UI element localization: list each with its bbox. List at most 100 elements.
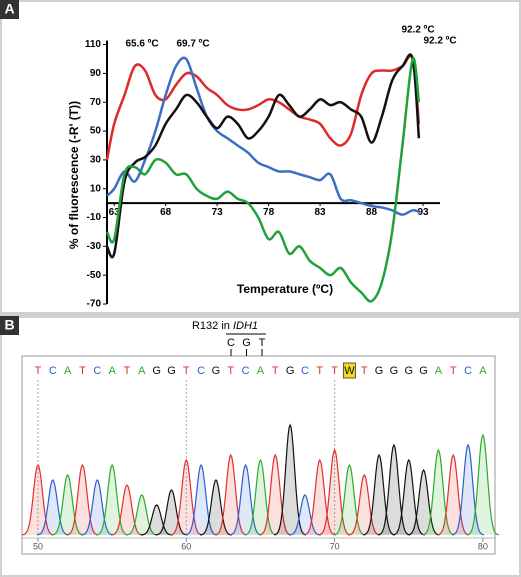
- peak: [259, 453, 292, 536]
- base-call: A: [435, 365, 443, 377]
- annotation: 92.2 ºC: [401, 25, 434, 36]
- y-axis-label: % of fluorescence (-R' (T)): [67, 101, 81, 249]
- peak: [437, 453, 470, 536]
- base-call: A: [138, 365, 146, 377]
- base-call: T: [227, 365, 234, 377]
- y-tick-label: -10: [87, 212, 102, 223]
- base-call: T: [331, 365, 338, 377]
- peak: [407, 468, 440, 536]
- base-call: T: [35, 365, 42, 377]
- codon-base: C: [227, 337, 235, 349]
- base-call: A: [479, 365, 487, 377]
- peak: [214, 453, 247, 536]
- base-call: W: [344, 365, 355, 377]
- base-call: G: [152, 365, 161, 377]
- base-call: T: [79, 365, 86, 377]
- peak: [155, 489, 188, 536]
- panel-b-badge: [0, 316, 19, 335]
- y-tick-label: 30: [90, 155, 102, 166]
- codon-base: T: [259, 337, 266, 349]
- trace-frame: [21, 355, 496, 555]
- peak: [392, 458, 425, 536]
- x-tick-label: 68: [160, 207, 172, 218]
- base-call: C: [301, 365, 309, 377]
- x-tick-label: 93: [417, 207, 429, 218]
- peak: [66, 463, 99, 536]
- peak: [199, 479, 233, 536]
- y-tick-label: 50: [90, 126, 102, 137]
- peak: [140, 504, 173, 536]
- peak: [110, 484, 144, 536]
- melt-curve: [105, 57, 421, 303]
- peak: [303, 458, 336, 536]
- codon-gene: IDH1: [233, 320, 258, 332]
- y-tick-label: 70: [90, 97, 102, 108]
- melt-curve: [105, 53, 421, 259]
- base-call: C: [49, 365, 57, 377]
- codon-label: R132 in IDH1: [192, 320, 258, 332]
- base-call: A: [108, 365, 116, 377]
- peak: [185, 463, 218, 536]
- base-call: T: [361, 365, 368, 377]
- base-call: C: [242, 365, 250, 377]
- x-tick-label: 88: [366, 207, 378, 218]
- base-call: G: [286, 365, 295, 377]
- peak: [51, 473, 84, 536]
- x-tick-label: 73: [212, 207, 224, 218]
- peak: [229, 463, 262, 536]
- peak: [96, 463, 129, 536]
- position-label: 50: [33, 541, 43, 551]
- base-call: T: [316, 365, 323, 377]
- x-tick-label: 78: [263, 207, 275, 218]
- x-tick-label: 83: [315, 207, 327, 218]
- panel-b-label: B: [4, 317, 14, 333]
- peak: [466, 433, 500, 536]
- codon-base: G: [242, 337, 251, 349]
- base-call: G: [419, 365, 428, 377]
- peak: [125, 494, 158, 536]
- panel-a: [2, 2, 519, 312]
- peak: [318, 448, 351, 536]
- annotation: 65.6 ºC: [125, 39, 158, 50]
- x-tick-label: 63: [109, 207, 121, 218]
- base-highlight: [342, 362, 356, 379]
- base-call: A: [64, 365, 72, 377]
- base-call: C: [464, 365, 472, 377]
- base-call: T: [183, 365, 190, 377]
- base-call: T: [124, 365, 131, 377]
- position-label: 60: [181, 541, 191, 551]
- peak: [422, 448, 455, 536]
- y-tick-label: -50: [87, 270, 102, 281]
- base-call: G: [212, 365, 221, 377]
- position-label: 70: [330, 541, 340, 551]
- peak: [21, 463, 55, 536]
- panel-a-badge: [0, 0, 19, 19]
- base-call: C: [93, 365, 101, 377]
- peak: [348, 473, 381, 536]
- base-call: G: [404, 365, 413, 377]
- melt-curve: [105, 54, 421, 161]
- peak: [452, 443, 485, 536]
- base-call: G: [375, 365, 384, 377]
- base-call: G: [390, 365, 399, 377]
- y-tick-label: -70: [87, 299, 102, 310]
- base-call: T: [450, 365, 457, 377]
- y-tick-label: -30: [87, 241, 102, 252]
- base-call: G: [167, 365, 176, 377]
- base-call: A: [257, 365, 265, 377]
- y-tick-label: 110: [85, 39, 102, 50]
- base-call: C: [197, 365, 205, 377]
- peak: [244, 458, 277, 536]
- y-tick-label: 90: [90, 68, 102, 79]
- peak: [170, 458, 203, 536]
- peak: [81, 479, 114, 536]
- peak: [36, 479, 69, 536]
- x-axis-label: Temperature (ºC): [237, 282, 333, 296]
- peak: [362, 453, 396, 536]
- annotation: 69.7 ºC: [176, 39, 209, 50]
- annotation: 92.2 ºC: [423, 36, 456, 47]
- base-call: T: [272, 365, 279, 377]
- codon-label-text: R132 in: [192, 320, 233, 332]
- peak: [273, 423, 307, 536]
